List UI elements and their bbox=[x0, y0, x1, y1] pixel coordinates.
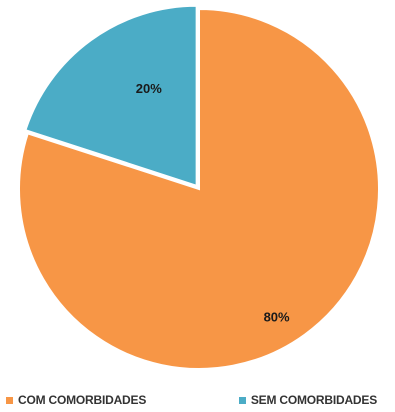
pie-chart-plot: 80% 20% bbox=[18, 4, 380, 370]
legend-label-sem-comorbidades: SEM COMORBIDADES bbox=[250, 393, 377, 407]
data-label-sem-comorbidades: 20% bbox=[136, 81, 162, 96]
legend-item-sem-comorbidades: SEM COMORBIDADES bbox=[238, 393, 377, 407]
legend-item-com-comorbidades: COM COMORBIDADES bbox=[6, 393, 146, 407]
pie-slice-com-comorbidades bbox=[18, 7, 380, 370]
legend-swatch-sem-comorbidades bbox=[238, 396, 246, 404]
legend-swatch-com-comorbidades bbox=[6, 396, 13, 404]
legend-label-com-comorbidades: COM COMORBIDADES bbox=[18, 393, 147, 407]
data-label-com-comorbidades: 80% bbox=[264, 309, 290, 324]
legend: COM COMORBIDADES SEM COMORBIDADES bbox=[0, 390, 395, 410]
pie-slice-sem-comorbidades bbox=[24, 4, 198, 188]
